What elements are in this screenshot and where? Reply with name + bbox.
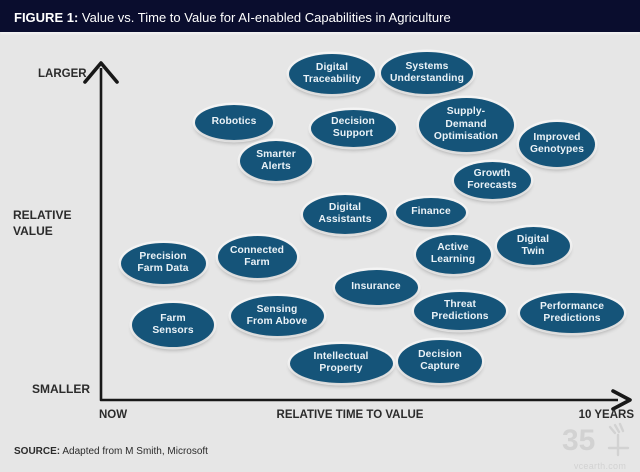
svg-text:35: 35 xyxy=(562,424,595,457)
